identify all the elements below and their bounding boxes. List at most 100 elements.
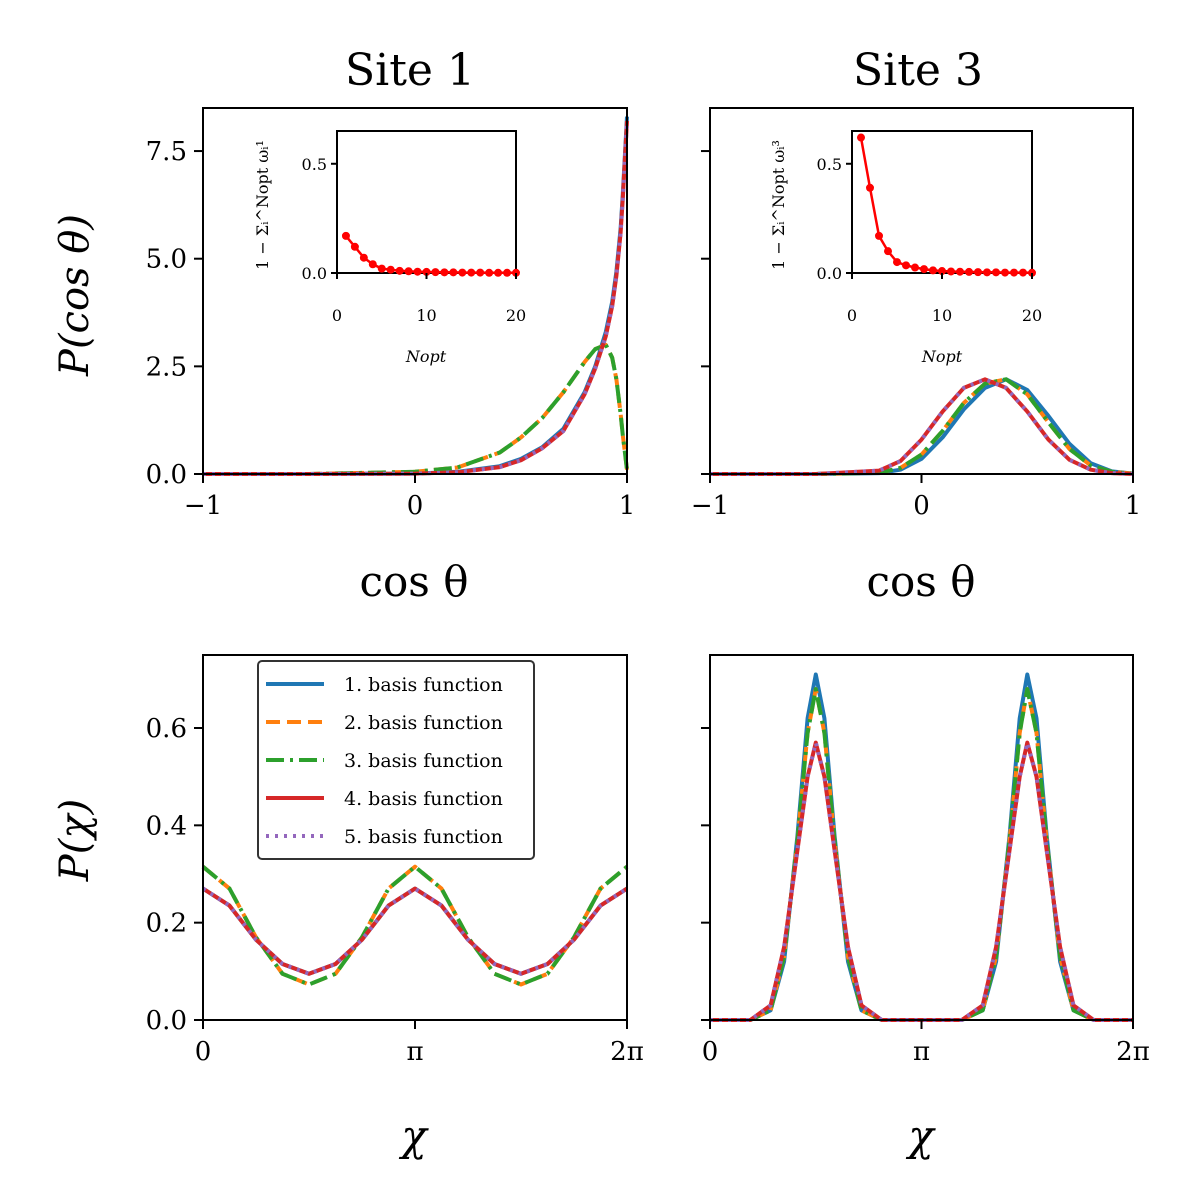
- inset-xlabel-site3: Nopt: [921, 347, 963, 366]
- series-line-3-panel-2: [710, 377, 1134, 476]
- legend-label-1: 1. basis function: [344, 674, 503, 696]
- inset-point: [920, 265, 928, 274]
- inset-point: [341, 231, 350, 240]
- series-line-2-panel-4: [710, 687, 1133, 1022]
- inset-point: [368, 260, 377, 269]
- inset-point: [911, 263, 919, 272]
- y-tick-label: 0.0: [146, 460, 187, 490]
- y-tick-label: 0.6: [146, 714, 187, 744]
- inset-point: [938, 267, 946, 276]
- series-line-3-panel-4: [710, 687, 1133, 1022]
- inset-point: [893, 258, 901, 267]
- inset-y-tick-label: 0.0: [302, 264, 327, 283]
- inset-point: [992, 268, 1000, 277]
- inset-point: [467, 268, 476, 277]
- inset-point: [857, 133, 865, 142]
- series-line-3-panel-1: [203, 342, 629, 476]
- inset-point: [1010, 268, 1018, 277]
- inset-y-tick-label: 0.5: [817, 155, 842, 174]
- y-axis-label-bottom-left: P(χ): [52, 799, 98, 882]
- inset-x-tick-label: 10: [932, 306, 952, 325]
- inset-point: [422, 267, 431, 276]
- inset-ylabel-site3: 1 − Σᵢ^Nopt ωᵢ³: [769, 140, 788, 270]
- inset-point: [983, 268, 991, 277]
- inset-point: [476, 268, 485, 277]
- inset-point: [1019, 268, 1027, 277]
- inset-point: [404, 267, 413, 276]
- series-line-2-panel-3: [201, 864, 629, 987]
- x-tick-label: 2π: [610, 1037, 644, 1067]
- series-line-4-panel-3: [201, 886, 629, 976]
- inset-point: [866, 183, 874, 192]
- y-tick-label: 2.5: [146, 352, 187, 382]
- inset-point: [431, 268, 440, 277]
- axes-frame-panel-4: [709, 654, 1134, 1021]
- inset-x-tick-label: 20: [1022, 306, 1042, 325]
- inset-y-tick-label: 0.0: [817, 264, 842, 283]
- inset-point: [1001, 268, 1009, 277]
- x-tick-label: 0: [195, 1037, 212, 1067]
- x-axis-label-bottom-right: χ: [905, 1111, 936, 1160]
- legend-label-3: 3. basis function: [344, 750, 503, 772]
- series-line-4-panel-2: [710, 377, 1134, 476]
- inset-point: [377, 264, 386, 273]
- legend-label-4: 4. basis function: [344, 788, 503, 810]
- series-line-1-panel-3: [201, 886, 629, 976]
- inset-ylabel-site1: 1 − Σᵢ^Nopt ωᵢ¹: [253, 140, 272, 270]
- panel-title-site3: Site 3: [853, 45, 983, 96]
- x-tick-label: π: [406, 1037, 423, 1067]
- x-tick-label: π: [913, 1037, 930, 1067]
- inset-point: [458, 268, 467, 277]
- inset-frame-2: [851, 130, 1033, 274]
- y-tick-label: 7.5: [146, 137, 187, 167]
- y-axis-label-top-left: P(cos θ): [52, 214, 98, 377]
- x-tick-label: −1: [184, 491, 222, 521]
- legend-label-5: 5. basis function: [344, 826, 503, 848]
- y-tick-label: 5.0: [146, 245, 187, 275]
- x-axis-label-top-right: cos θ: [867, 557, 976, 606]
- legend-label-2: 2. basis function: [344, 712, 503, 734]
- inset-point: [350, 242, 359, 251]
- x-tick-label: 0: [407, 491, 424, 521]
- legend-box: [257, 660, 535, 860]
- inset-xlabel-site1: Nopt: [405, 347, 447, 366]
- series-line-5-panel-4: [710, 740, 1133, 1022]
- panel-title-site1: Site 1: [345, 45, 475, 96]
- inset-point: [395, 266, 404, 275]
- inset-point: [503, 268, 512, 277]
- inset-point: [440, 268, 449, 277]
- inset-point: [956, 267, 964, 276]
- inset-frame-1: [336, 130, 517, 274]
- inset-point: [449, 268, 458, 277]
- inset-point: [947, 267, 955, 276]
- inset-point: [485, 268, 494, 277]
- inset-point: [359, 253, 368, 262]
- series-line-3-panel-3: [201, 864, 629, 987]
- inset-y-tick-label: 0.5: [302, 155, 327, 174]
- series-line-5-panel-1: [203, 120, 629, 476]
- inset-point: [1028, 268, 1036, 277]
- x-axis-label-bottom-left: χ: [398, 1111, 429, 1160]
- x-tick-label: 0: [702, 1037, 719, 1067]
- series-line-5-panel-3: [201, 886, 629, 976]
- inset-point: [413, 267, 422, 276]
- inset-point: [974, 268, 982, 277]
- series-line-1-panel-4: [710, 672, 1133, 1022]
- inset-point: [386, 265, 395, 274]
- inset-x-tick-label: 0: [332, 306, 342, 325]
- inset-point: [512, 268, 520, 277]
- x-tick-label: 1: [619, 491, 636, 521]
- legend: 1. basis function 2. basis function 3. b…: [257, 660, 535, 860]
- y-tick-label: 0.2: [146, 909, 187, 939]
- y-tick-label: 0.4: [146, 811, 187, 841]
- inset-x-tick-label: 20: [506, 306, 526, 325]
- series-line-4-panel-4: [710, 740, 1133, 1022]
- x-tick-label: −1: [691, 491, 729, 521]
- x-tick-label: 0: [913, 491, 930, 521]
- inset-point: [929, 266, 937, 275]
- inset-point: [875, 231, 883, 240]
- inset-x-tick-label: 10: [416, 306, 436, 325]
- inset-point: [902, 261, 910, 270]
- x-tick-label: 2π: [1116, 1037, 1150, 1067]
